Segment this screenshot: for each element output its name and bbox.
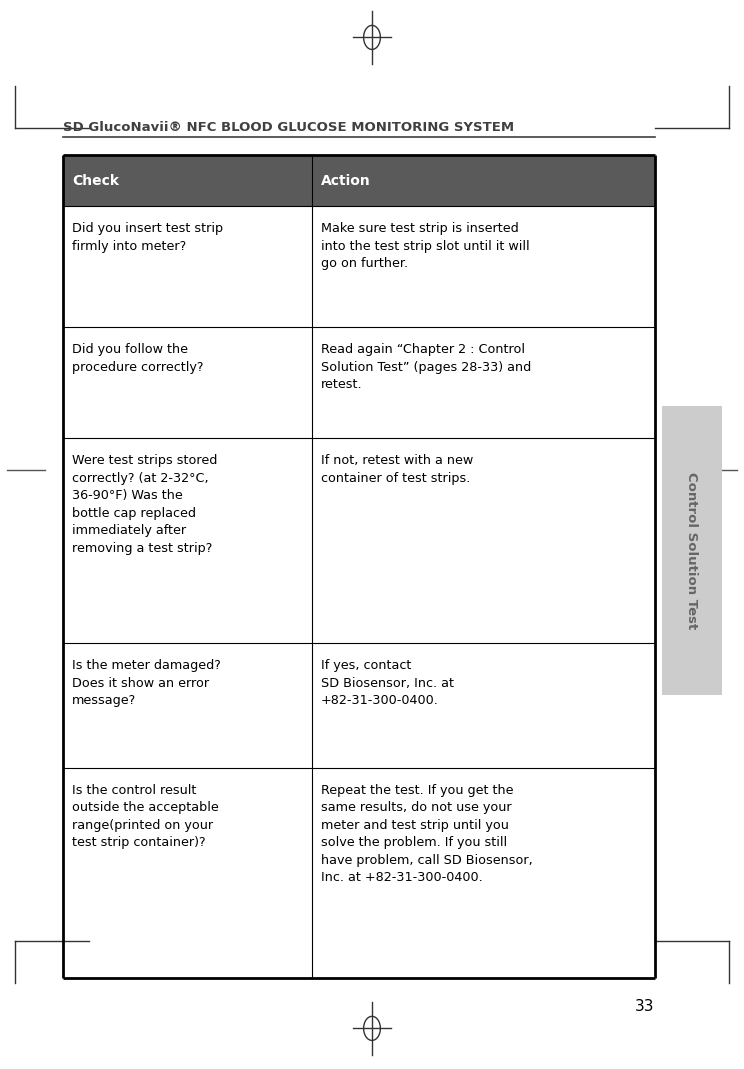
Text: Read again “Chapter 2 : Control
Solution Test” (pages 28-33) and
retest.: Read again “Chapter 2 : Control Solution… — [321, 343, 530, 391]
Text: SD GlucoNavii® NFC BLOOD GLUCOSE MONITORING SYSTEM: SD GlucoNavii® NFC BLOOD GLUCOSE MONITOR… — [63, 121, 514, 134]
Text: Is the control result
outside the acceptable
range(printed on your
test strip co: Is the control result outside the accept… — [72, 784, 219, 849]
FancyBboxPatch shape — [63, 644, 655, 768]
Text: Did you insert test strip
firmly into meter?: Did you insert test strip firmly into me… — [72, 222, 223, 253]
FancyBboxPatch shape — [63, 438, 655, 644]
Text: Did you follow the
procedure correctly?: Did you follow the procedure correctly? — [72, 343, 204, 374]
Text: Control Solution Test: Control Solution Test — [685, 471, 699, 630]
Text: Repeat the test. If you get the
same results, do not use your
meter and test str: Repeat the test. If you get the same res… — [321, 784, 533, 884]
Text: Make sure test strip is inserted
into the test strip slot until it will
go on fu: Make sure test strip is inserted into th… — [321, 222, 529, 270]
FancyBboxPatch shape — [63, 155, 655, 206]
Text: Were test strips stored
correctly? (at 2-32°C,
36-90°F) Was the
bottle cap repla: Were test strips stored correctly? (at 2… — [72, 454, 217, 555]
Text: 33: 33 — [635, 1000, 655, 1014]
FancyBboxPatch shape — [63, 206, 655, 327]
Text: Check: Check — [72, 173, 119, 188]
Text: If yes, contact
SD Biosensor, Inc. at
+82-31-300-0400.: If yes, contact SD Biosensor, Inc. at +8… — [321, 660, 454, 708]
FancyBboxPatch shape — [662, 406, 722, 695]
Text: Action: Action — [321, 173, 371, 188]
Text: Is the meter damaged?
Does it show an error
message?: Is the meter damaged? Does it show an er… — [72, 660, 221, 708]
FancyBboxPatch shape — [63, 768, 655, 978]
Text: If not, retest with a new
container of test strips.: If not, retest with a new container of t… — [321, 454, 473, 484]
FancyBboxPatch shape — [63, 327, 655, 438]
